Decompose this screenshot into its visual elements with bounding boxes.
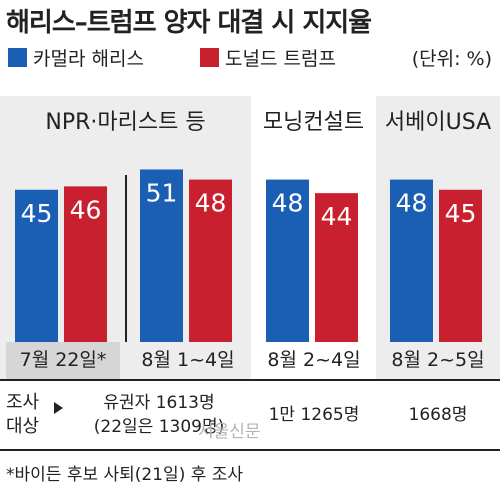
value-label-trump-4: 45 bbox=[445, 199, 477, 228]
value-label-trump-3: 44 bbox=[321, 202, 353, 231]
value-label-harris-3: 48 bbox=[272, 189, 304, 218]
subgroup-divider bbox=[125, 175, 127, 342]
sample-size-npr-line2: (22일은 1309명) bbox=[93, 417, 225, 437]
date-label-2: 8월 1~4일 bbox=[141, 349, 235, 371]
bar-trump-4 bbox=[439, 189, 482, 342]
legend-label-trump: 도널드 트럼프 bbox=[225, 48, 336, 70]
bar-trump-2 bbox=[189, 179, 232, 342]
footnote: *바이든 후보 사퇴(21일) 후 조사 bbox=[6, 465, 244, 485]
legend-item-trump: 도널드 트럼프 bbox=[200, 44, 336, 71]
date-label-3: 8월 2~4일 bbox=[267, 349, 361, 371]
group-label-surveyusa: 서베이USA bbox=[384, 110, 492, 135]
sample-size-npr: 유권자 1613명 (22일은 1309명) bbox=[70, 391, 248, 439]
group-label-npr: NPR·마리스트 등 bbox=[45, 110, 206, 135]
legend-item-harris: 카멀라 해리스 bbox=[8, 44, 144, 71]
bar-harris-3 bbox=[266, 179, 309, 342]
sample-header: 조사 대상 bbox=[6, 391, 39, 439]
legend-swatch-harris bbox=[8, 48, 27, 67]
watermark: 서울신문 bbox=[198, 422, 261, 442]
legend-swatch-trump bbox=[200, 48, 219, 67]
value-label-harris-1: 45 bbox=[21, 199, 53, 228]
legend-label-harris: 카멀라 해리스 bbox=[33, 48, 144, 70]
value-label-harris-4: 48 bbox=[396, 189, 428, 218]
table-bottom-rule bbox=[0, 449, 500, 451]
date-label-1: 7월 22일* bbox=[6, 342, 120, 379]
bar-trump-1 bbox=[64, 186, 107, 342]
bar-trump-3 bbox=[315, 193, 358, 342]
sample-header-line1: 조사 bbox=[6, 392, 40, 413]
group-label-morning-consult: 모닝컨설트 bbox=[262, 110, 365, 135]
date-label-4: 8월 2~5일 bbox=[391, 349, 485, 371]
sample-size-npr-line1: 유권자 1613명 bbox=[103, 393, 215, 413]
bar-harris-2 bbox=[140, 169, 183, 342]
value-label-trump-2: 48 bbox=[195, 189, 227, 218]
value-label-trump-1: 46 bbox=[70, 195, 102, 224]
value-label-harris-2: 51 bbox=[146, 178, 178, 207]
chart-title: 해리스–트럼프 양자 대결 시 지지율 bbox=[6, 8, 372, 38]
bar-harris-4 bbox=[390, 179, 433, 342]
sample-header-line2: 대상 bbox=[6, 416, 40, 437]
arrow-right-icon bbox=[54, 402, 63, 414]
bar-harris-1 bbox=[15, 189, 58, 342]
sample-size-morning-consult: 1만 1265명 bbox=[268, 405, 360, 425]
table-top-rule bbox=[0, 379, 500, 381]
unit-label: (단위: %) bbox=[411, 48, 492, 70]
sample-size-surveyusa: 1668명 bbox=[408, 405, 468, 425]
